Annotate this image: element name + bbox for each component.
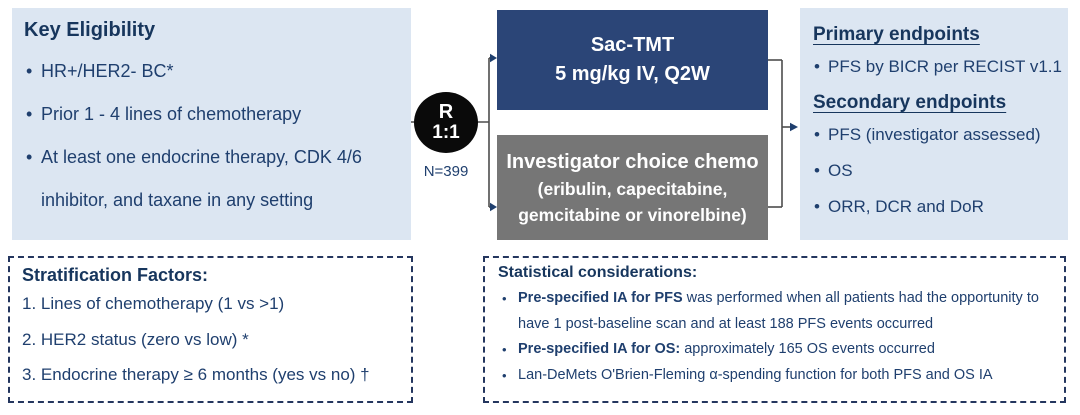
sac-tmt-name: Sac-TMT — [590, 34, 675, 56]
primary-endpoint-item: PFS by BICR per RECIST v1.1 — [813, 56, 1062, 78]
randomization-circle: R 1:1 — [414, 92, 478, 153]
stratification-item: 2. HER2 status (zero vs low) * — [22, 329, 249, 349]
sac-tmt-dose: 5 mg/kg IV, Q2W — [555, 63, 710, 85]
eligibility-item: At least one endocrine therapy, CDK 4/6 … — [24, 136, 401, 222]
statistical-item-bold-lead: Pre-specified IA for PFS — [518, 290, 683, 306]
secondary-endpoint-item: PFS (investigator assessed) — [813, 124, 1058, 146]
chemo-arm-drugs-line1: (eribulin, capecitabine, — [537, 178, 728, 199]
statistical-item: Pre-specified IA for OS: approximately 1… — [498, 337, 1050, 363]
statistical-considerations-title: Statistical considerations: — [498, 264, 698, 281]
statistical-considerations-box: Statistical considerations: Pre-specifie… — [483, 256, 1066, 403]
endpoints-panel: Primary endpoints PFS by BICR per RECIST… — [800, 8, 1068, 240]
key-eligibility-panel: Key Eligibility HR+/HER2- BC* Prior 1 - … — [12, 8, 411, 240]
secondary-endpoint-item: ORR, DCR and DoR — [813, 196, 1058, 218]
key-eligibility-list: HR+/HER2- BC* Prior 1 - 4 lines of chemo… — [24, 50, 401, 222]
statistical-item-text: approximately 165 OS events occurred — [680, 341, 935, 357]
key-eligibility-title: Key Eligibility — [24, 19, 156, 41]
randomization-ratio: 1:1 — [432, 122, 460, 144]
chemo-arm-drugs-line2: gemcitabine or vinorelbine) — [518, 204, 747, 225]
enrollment-count: N=399 — [423, 163, 469, 180]
chemo-arm-name: Investigator choice chemo — [506, 150, 759, 173]
arm-box-sac-tmt: Sac-TMT 5 mg/kg IV, Q2W — [497, 10, 768, 110]
primary-endpoints-title: Primary endpoints — [813, 24, 980, 45]
stratification-title: Stratification Factors: — [22, 265, 209, 285]
statistical-item-bold-lead: Pre-specified IA for OS: — [518, 341, 681, 357]
statistical-item-text: was performed when all patients had the … — [518, 290, 1039, 332]
secondary-endpoint-item: OS — [813, 160, 1058, 182]
statistical-item: Lan-DeMets O'Brien-Fleming α-spending fu… — [498, 363, 1050, 389]
stratification-factors-box: Stratification Factors: 1. Lines of chem… — [8, 256, 413, 403]
eligibility-item: HR+/HER2- BC* — [24, 50, 401, 93]
stratification-item: 3. Endocrine therapy ≥ 6 months (yes vs … — [22, 365, 370, 384]
arm-box-chemo: Investigator choice chemo (eribulin, cap… — [497, 135, 768, 240]
secondary-endpoints-title: Secondary endpoints — [813, 92, 1007, 113]
statistical-item-text: Lan-DeMets O'Brien-Fleming α-spending fu… — [518, 366, 993, 383]
stratification-item: 1. Lines of chemotherapy (1 vs >1) — [22, 294, 285, 313]
randomization-r: R — [438, 101, 454, 124]
statistical-item: Pre-specified IA for PFS was performed w… — [498, 286, 1050, 337]
eligibility-item: Prior 1 - 4 lines of chemotherapy — [24, 93, 401, 136]
